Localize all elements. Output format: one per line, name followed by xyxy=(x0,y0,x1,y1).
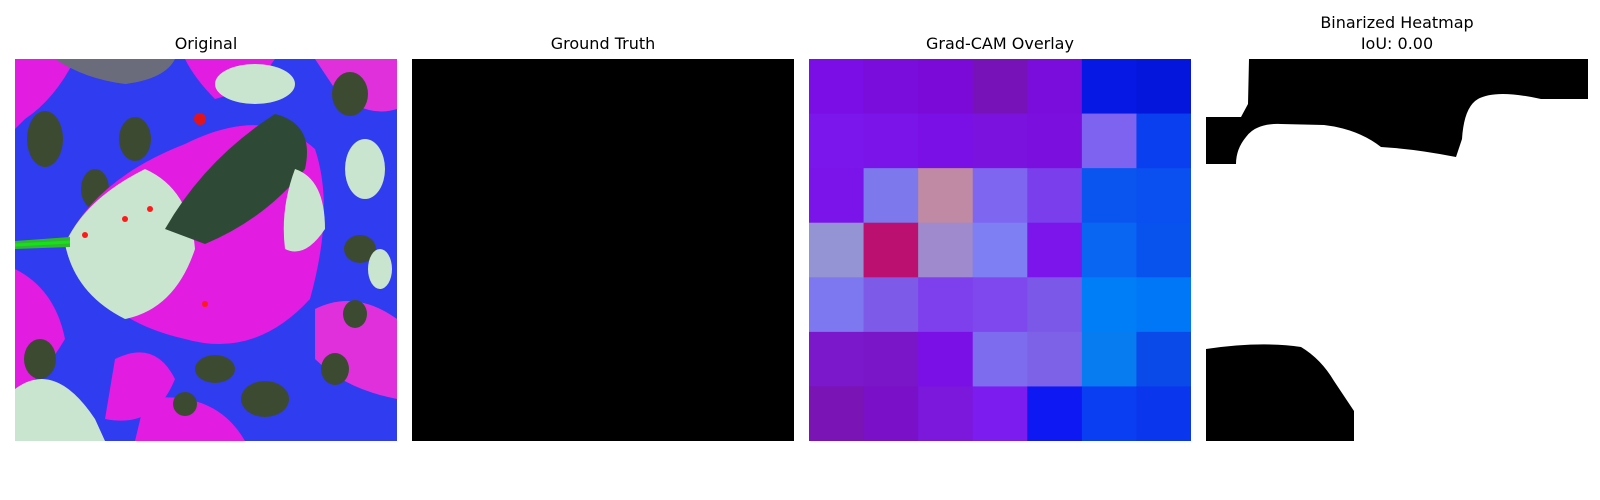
gradcam-cell xyxy=(918,59,974,115)
gradcam-cell xyxy=(1081,222,1137,278)
gradcam-cell xyxy=(1081,168,1137,224)
gradcam-cell xyxy=(1136,222,1191,278)
gradcam-cell xyxy=(809,386,865,441)
gradcam-cell xyxy=(809,222,865,278)
gradcam-cell xyxy=(972,277,1028,333)
original-image xyxy=(15,59,397,441)
gradcam-cell xyxy=(1027,386,1083,441)
gradcam-cell xyxy=(918,168,974,224)
gradcam-cell xyxy=(1027,168,1083,224)
gradcam-cell xyxy=(1136,168,1191,224)
gradcam-cell xyxy=(972,113,1028,169)
gradcam-cell xyxy=(1081,277,1137,333)
gradcam-overlay xyxy=(809,59,1191,441)
gradcam-cell xyxy=(1136,113,1191,169)
gradcam-cell xyxy=(863,222,919,278)
gradcam-cell xyxy=(809,277,865,333)
gradcam-cell xyxy=(1081,386,1137,441)
gradcam-cell xyxy=(863,59,919,115)
gradcam-cell xyxy=(863,386,919,441)
iou-score-label: IoU: 0.00 xyxy=(1360,34,1434,53)
gradcam-cell xyxy=(1027,277,1083,333)
gradcam-cell xyxy=(1136,386,1191,441)
gradcam-cell xyxy=(1081,331,1137,387)
gradcam-cell xyxy=(1136,277,1191,333)
gradcam-cell xyxy=(863,331,919,387)
gradcam-overlay-title: Grad-CAM Overlay xyxy=(926,34,1074,53)
gradcam-cell xyxy=(1027,113,1083,169)
gradcam-cell xyxy=(863,168,919,224)
gradcam-cell xyxy=(972,168,1028,224)
gradcam-cell xyxy=(918,331,974,387)
binarized-heatmap-title: Binarized Heatmap xyxy=(1320,13,1474,32)
gradcam-cell xyxy=(918,277,974,333)
gradcam-cell xyxy=(1136,331,1191,387)
gradcam-cell xyxy=(918,113,974,169)
gradcam-cell xyxy=(1027,59,1083,115)
ground-truth-title: Ground Truth xyxy=(550,34,656,53)
gradcam-cell xyxy=(1081,59,1137,115)
gradcam-cell xyxy=(918,386,974,441)
binarized-heatmap xyxy=(1206,59,1588,441)
gradcam-cell xyxy=(809,113,865,169)
gradcam-cell xyxy=(972,59,1028,115)
gradcam-cell xyxy=(972,222,1028,278)
gradcam-cell xyxy=(809,331,865,387)
original-title: Original xyxy=(174,34,238,53)
ground-truth-mask xyxy=(412,59,794,441)
gradcam-cell xyxy=(809,59,865,115)
gradcam-cell xyxy=(1027,222,1083,278)
gradcam-cell xyxy=(863,277,919,333)
gradcam-cell xyxy=(1027,331,1083,387)
gradcam-cell xyxy=(863,113,919,169)
gradcam-cell xyxy=(918,222,974,278)
gradcam-cell xyxy=(1136,59,1191,115)
gradcam-cell xyxy=(809,168,865,224)
gradcam-cell xyxy=(972,331,1028,387)
gradcam-cell xyxy=(1081,113,1137,169)
gradcam-cell xyxy=(972,386,1028,441)
